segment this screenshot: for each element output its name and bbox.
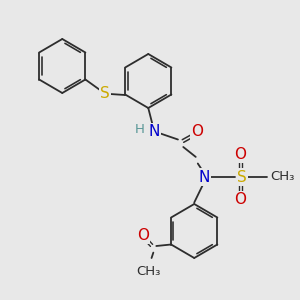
- Text: O: O: [234, 192, 246, 207]
- Text: H: H: [134, 123, 144, 136]
- Text: N: N: [199, 169, 210, 184]
- Text: S: S: [100, 85, 110, 100]
- Text: O: O: [137, 228, 149, 243]
- Text: S: S: [237, 169, 247, 184]
- Text: O: O: [234, 147, 246, 162]
- Text: N: N: [148, 124, 160, 139]
- Text: CH₃: CH₃: [136, 265, 160, 278]
- Text: CH₃: CH₃: [270, 170, 294, 184]
- Text: O: O: [191, 124, 203, 140]
